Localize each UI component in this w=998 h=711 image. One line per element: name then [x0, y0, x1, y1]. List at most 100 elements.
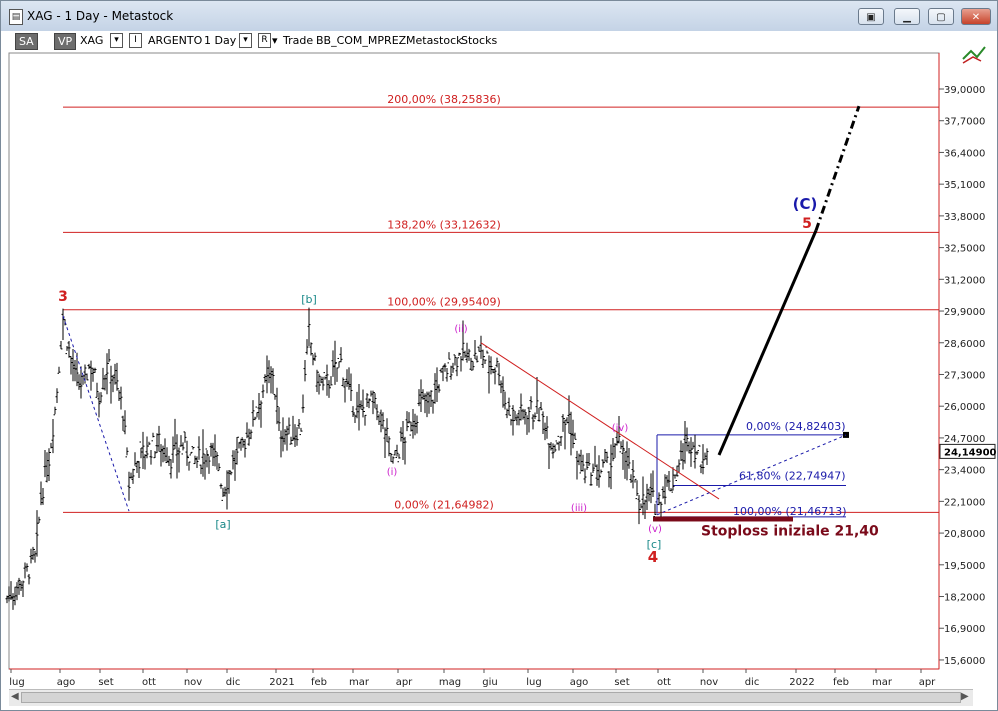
maximize-button[interactable]: ▢	[928, 8, 954, 25]
drawing-tools-icon	[962, 46, 986, 64]
r-dropdown-icon[interactable]: ▾	[272, 34, 278, 47]
price-bar	[313, 352, 317, 361]
price-bar	[235, 437, 239, 465]
price-bar	[199, 464, 203, 475]
price-bar	[189, 451, 193, 456]
price-bar	[153, 451, 157, 459]
price-bar	[439, 368, 443, 373]
price-bar	[413, 413, 417, 436]
wave-labels: 3 [b] (ii) (iv) (C) 5 (i) [a] (iii) (v) [c]4	[58, 195, 817, 566]
price-bar	[515, 414, 519, 426]
price-bar	[17, 577, 21, 595]
scroll-left-icon[interactable]: ◀	[11, 691, 19, 702]
type-label: Stocks	[461, 34, 498, 47]
price-bar	[343, 380, 347, 403]
price-bar	[289, 436, 293, 445]
price-bar	[535, 377, 539, 414]
price-bar	[693, 434, 697, 469]
wave-label: 4	[648, 548, 658, 566]
restore-toolbar-icon[interactable]: ▣	[858, 8, 884, 25]
wave-label: (i)	[387, 467, 398, 478]
symbol-dropdown-icon[interactable]: ▾	[110, 33, 123, 48]
price-bar	[299, 427, 303, 436]
price-bar	[679, 440, 683, 461]
price-bar	[51, 419, 55, 454]
price-bar	[465, 342, 469, 363]
price-bar	[161, 445, 165, 463]
price-bar	[557, 435, 561, 451]
price-bar	[525, 412, 529, 435]
price-bar	[479, 335, 483, 359]
horizontal-scrollbar[interactable]: ◀ ▶	[9, 689, 973, 706]
price-bar	[357, 383, 361, 431]
price-bar	[209, 442, 213, 457]
scroll-right-icon[interactable]: ▶	[961, 691, 969, 702]
price-bar	[167, 455, 171, 466]
price-bar	[285, 425, 289, 451]
indicator-icon[interactable]: I	[129, 33, 142, 48]
y-tick-label: 37,7000	[944, 117, 985, 128]
price-bar	[569, 411, 573, 456]
wave-label: [c]	[647, 538, 662, 551]
price-bar	[661, 486, 665, 499]
price-bar	[383, 427, 387, 458]
price-bar	[389, 452, 393, 462]
sa-button[interactable]: SA	[15, 33, 38, 50]
price-bar	[481, 349, 485, 368]
price-bar	[585, 453, 589, 470]
vp-button[interactable]: VP	[54, 33, 77, 50]
x-tick-label: dic	[745, 677, 760, 688]
period-dropdown-icon[interactable]: ▾	[239, 33, 252, 48]
price-bar	[521, 408, 525, 420]
price-bar	[307, 307, 311, 347]
x-tick-label: lug	[526, 677, 541, 688]
price-bar	[339, 347, 343, 363]
price-bar	[109, 365, 113, 404]
price-bar	[645, 483, 649, 511]
r-button[interactable]: R	[258, 33, 271, 48]
price-bar	[361, 389, 365, 418]
price-bar	[699, 464, 703, 474]
close-button[interactable]: ✕	[961, 8, 991, 25]
price-bar	[527, 406, 531, 433]
price-bar	[277, 407, 281, 432]
x-tick-label: mag	[439, 677, 461, 688]
price-bar	[249, 429, 253, 440]
price-bar	[27, 573, 31, 585]
price-bar	[403, 436, 407, 465]
last-price-tag	[939, 443, 996, 459]
price-bar	[303, 360, 307, 382]
price-bar	[183, 431, 187, 443]
price-bar	[457, 352, 461, 359]
price-bar	[429, 390, 433, 407]
price-bar	[259, 400, 263, 428]
x-tick-label: set	[614, 677, 629, 688]
price-bar	[599, 469, 603, 478]
price-bar	[5, 595, 9, 604]
price-bar	[253, 416, 257, 421]
price-bar	[349, 373, 353, 401]
price-bar	[173, 418, 177, 450]
fib-right-label: 61,80% (22,74947)	[739, 470, 846, 483]
price-bar	[423, 393, 427, 414]
y-tick-label: 36,4000	[944, 148, 985, 159]
y-tick-label: 19,5000	[944, 561, 985, 572]
price-bar	[25, 563, 29, 572]
minimize-button[interactable]: ▁	[894, 8, 920, 25]
fib-level-label: 138,20% (33,12632)	[387, 218, 501, 231]
scroll-thumb[interactable]	[21, 692, 961, 703]
price-bar	[685, 427, 689, 452]
x-tick-label: apr	[919, 677, 936, 688]
price-bar	[195, 456, 199, 469]
price-bar	[305, 339, 309, 355]
price-bar	[669, 488, 673, 492]
price-bar	[631, 460, 635, 489]
x-tick-label: dic	[226, 677, 241, 688]
price-bar	[609, 444, 613, 490]
price-bar	[435, 367, 439, 402]
price-bar	[463, 350, 467, 358]
price-bar	[271, 368, 275, 394]
y-tick-label: 28,6000	[944, 339, 985, 350]
price-bar	[659, 501, 663, 517]
